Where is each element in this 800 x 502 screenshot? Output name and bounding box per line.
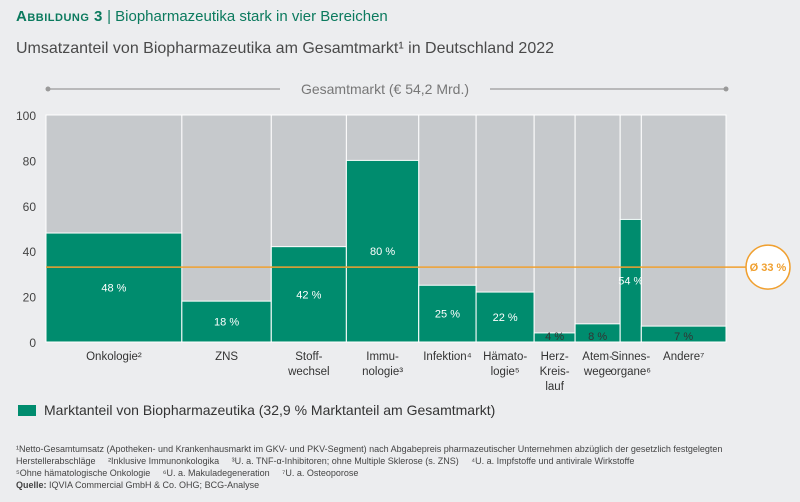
value-label: 80 % bbox=[370, 246, 395, 258]
value-label: 8 % bbox=[588, 331, 607, 343]
bar-bio bbox=[475, 291, 535, 343]
bracket-end bbox=[45, 86, 51, 92]
y-tick-label: 0 bbox=[29, 336, 36, 350]
bar-total bbox=[640, 114, 727, 343]
x-tick-label: Atem-wege bbox=[582, 351, 613, 378]
x-tick-label: Infektion⁴ bbox=[423, 351, 471, 363]
x-tick-label: Herz-Kreis-lauf bbox=[540, 351, 570, 393]
bar-bio bbox=[345, 159, 420, 343]
value-label: 25 % bbox=[435, 309, 460, 321]
y-tick-label: 80 bbox=[23, 154, 37, 168]
footnote: ²Inklusive Immunonkologika bbox=[108, 456, 220, 466]
y-tick-label: 20 bbox=[23, 291, 37, 305]
x-tick-label: Sinnes-organe⁶ bbox=[610, 351, 651, 378]
x-tick-label: ZNS bbox=[215, 351, 238, 363]
source-label: Quelle: bbox=[16, 480, 47, 490]
legend-swatch bbox=[18, 404, 36, 416]
value-label: 7 % bbox=[674, 331, 693, 343]
average-label: Ø 33 % bbox=[750, 262, 787, 274]
footnote: ⁴U. a. Impfstoffe und antivirale Wirksto… bbox=[471, 456, 635, 466]
value-label: 48 % bbox=[101, 283, 126, 295]
x-tick-label: Stoff-wechsel bbox=[287, 351, 330, 378]
footnote: ³U. a. TNF-α-Inhibitoren; ohne Multiple … bbox=[231, 456, 459, 466]
legend: Marktanteil von Biopharmazeutika (32,9 %… bbox=[18, 402, 495, 418]
footnote: ¹Netto-Gesamtumsatz (Apotheken- und Kran… bbox=[16, 444, 723, 466]
value-label: 54 % bbox=[618, 276, 643, 288]
footnote: ⁶U. a. Makuladegeneration bbox=[162, 468, 270, 478]
x-tick-label: Andere⁷ bbox=[663, 351, 704, 363]
chart: Gesamtmarkt (€ 54,2 Mrd.) 0 20 40 60 80 100 48 … bbox=[15, 78, 791, 393]
source: IQVIA Commercial GmbH & Co. OHG; BCG-Ana… bbox=[49, 480, 260, 490]
figure-heading: Biopharmazeutika stark in vier Bereichen bbox=[115, 8, 388, 25]
average-badge bbox=[745, 244, 791, 290]
bar-total bbox=[574, 114, 621, 343]
x-tick-label: Immu-nologie³ bbox=[362, 351, 403, 378]
value-label: 4 % bbox=[545, 331, 564, 343]
footnote: ⁷U. a. Osteoporose bbox=[282, 468, 359, 478]
value-label: 42 % bbox=[296, 289, 321, 301]
bar-bio bbox=[270, 246, 347, 343]
footnote: ⁵Ohne hämatologische Onkologie bbox=[16, 468, 151, 478]
bracket-end bbox=[723, 86, 729, 92]
value-label: 22 % bbox=[493, 312, 518, 324]
value-label: 18 % bbox=[214, 317, 239, 329]
bracket-label: Gesamtmarkt (€ 54,2 Mrd.) bbox=[301, 81, 469, 97]
bracket-gap bbox=[280, 78, 490, 100]
figure-title: Abbildung 3 | Biopharmazeutika stark in … bbox=[16, 8, 388, 25]
y-tick-label: 40 bbox=[23, 245, 37, 259]
bar-total bbox=[533, 114, 576, 343]
legend-label: Marktanteil von Biopharmazeutika (32,9 %… bbox=[44, 402, 496, 418]
bar-bio bbox=[45, 232, 183, 343]
chart-title: Umsatzanteil von Biopharmazeutika am Ges… bbox=[16, 40, 555, 57]
bar-bio bbox=[640, 325, 727, 343]
footnotes: ¹Netto-Gesamtumsatz (Apotheken- und Kran… bbox=[16, 443, 796, 491]
y-tick-label: 100 bbox=[16, 109, 36, 123]
x-tick-label: Hämato-logie⁵ bbox=[483, 351, 527, 378]
figure-number: Abbildung 3 bbox=[16, 8, 103, 25]
y-tick-label: 60 bbox=[23, 200, 37, 214]
x-tick-label: Onkologie² bbox=[86, 351, 142, 363]
